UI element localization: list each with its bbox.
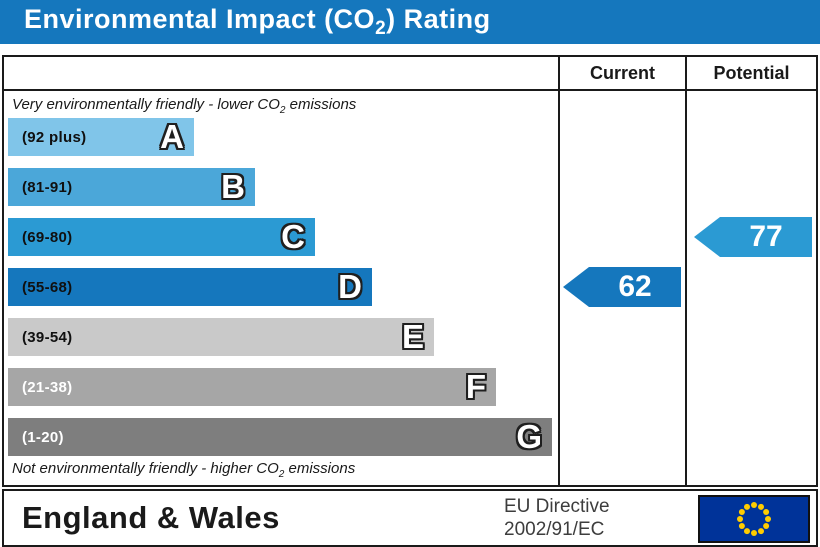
band-range-label: (21-38) — [22, 378, 73, 396]
band-range-label: (81-91) — [22, 178, 73, 196]
band-range-label: (69-80) — [22, 228, 73, 246]
band-row: (39-54) E — [8, 318, 434, 356]
band-row: (92 plus) A — [8, 118, 194, 156]
chart-header-row: Current Potential — [4, 57, 816, 91]
rating-chart: Current Potential Very environmentally f… — [2, 55, 818, 487]
current-rating-value: 62 — [618, 270, 652, 303]
band-letter: C — [281, 218, 305, 255]
header-potential: Potential — [713, 62, 790, 83]
eu-directive-line1: EU Directive — [504, 496, 610, 517]
band-row: (1-20) G — [8, 418, 552, 456]
top-note-suffix: emissions — [285, 96, 357, 113]
band-letter: D — [338, 268, 362, 305]
band-row: (21-38) F — [8, 368, 496, 406]
header-bands-spacer — [4, 57, 560, 89]
page-title: Environmental Impact (CO2) Rating — [0, 4, 491, 40]
bands-cell: Very environmentally friendly - lower CO… — [4, 91, 560, 485]
bottom-note-suffix: emissions — [284, 460, 356, 477]
eu-flag-stars — [737, 502, 771, 536]
page-title-prefix: Environmental Impact (CO — [24, 4, 376, 34]
band-letter: A — [160, 118, 184, 155]
header-current: Current — [560, 57, 687, 89]
band-row: (69-80) C — [8, 218, 315, 256]
footer: England & Wales EU Directive 2002/91/EC — [2, 489, 818, 547]
bottom-note-subscript: 2 — [278, 469, 285, 480]
top-note: Very environmentally friendly - lower CO… — [12, 96, 356, 116]
band-letter: G — [516, 418, 542, 455]
band-row: (81-91) B — [8, 168, 255, 206]
bottom-note: Not environmentally friendly - higher CO… — [12, 460, 355, 480]
potential-column: 77 — [687, 91, 816, 485]
band-row: (55-68) D — [8, 268, 372, 306]
band-range-label: (92 plus) — [22, 128, 87, 146]
page-title-suffix: ) Rating — [386, 4, 491, 34]
current-arrow: 62 — [563, 267, 681, 307]
eu-directive-line2: 2002/91/EC — [504, 519, 605, 540]
band-range-label: (55-68) — [22, 278, 73, 296]
eu-directive-label: EU Directive 2002/91/EC — [504, 495, 610, 541]
current-column: 62 — [560, 91, 687, 485]
current-arrow-shape — [563, 267, 681, 307]
band-range-label: (39-54) — [22, 328, 73, 346]
band-letter: F — [465, 368, 486, 405]
band-letter: B — [221, 168, 245, 205]
region-label: England & Wales — [22, 500, 280, 535]
band-letter: E — [401, 318, 424, 355]
top-note-subscript: 2 — [279, 105, 286, 116]
page-title-subscript: 2 — [375, 18, 387, 39]
potential-arrow-shape — [694, 217, 812, 257]
title-bar: Environmental Impact (CO2) Rating — [0, 0, 820, 44]
eu-flag-icon — [698, 495, 810, 543]
potential-arrow: 77 — [694, 217, 812, 257]
potential-rating-value: 77 — [749, 220, 783, 253]
chart-body-row: Very environmentally friendly - lower CO… — [4, 91, 816, 485]
top-note-prefix: Very environmentally friendly - lower CO — [12, 96, 280, 113]
bottom-note-prefix: Not environmentally friendly - higher CO — [12, 460, 279, 477]
band-range-label: (1-20) — [22, 428, 64, 446]
